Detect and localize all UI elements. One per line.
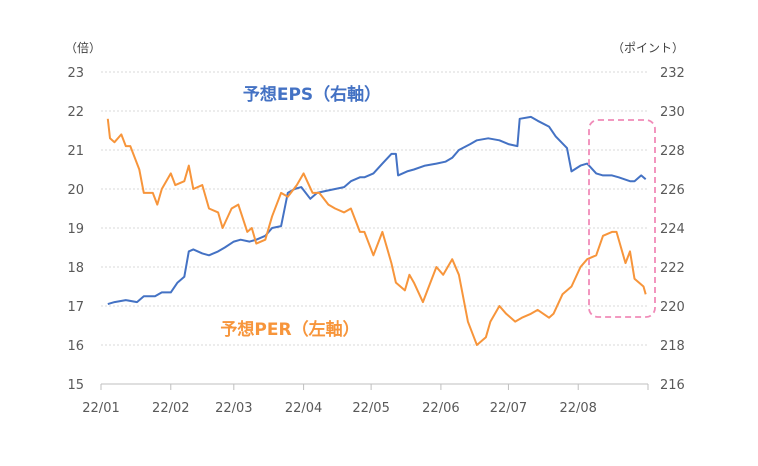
- right-y-tick-label: 230: [660, 105, 685, 120]
- x-tick-label: 22/05: [352, 401, 389, 416]
- left-y-tick-label: 21: [67, 144, 84, 159]
- x-tick-label: 22/02: [152, 401, 189, 416]
- x-tick-label: 22/01: [82, 401, 119, 416]
- left-y-tick-label: 22: [67, 105, 84, 120]
- eps-series-line: [107, 115, 647, 306]
- x-tick-label: 22/08: [559, 401, 596, 416]
- right-y-axis: 216 218 220 222 224 226 228 230 232: [660, 66, 685, 393]
- right-y-tick-label: 218: [660, 339, 685, 354]
- x-tick-label: 22/06: [422, 401, 459, 416]
- right-axis-unit: （ポイント）: [612, 41, 684, 55]
- series-layer: [106, 115, 647, 346]
- left-y-tick-label: 15: [67, 378, 84, 393]
- per-series-label: 予想PER（左軸）: [220, 319, 359, 340]
- right-y-tick-label: 222: [660, 261, 685, 276]
- right-y-tick-label: 224: [660, 222, 685, 237]
- x-tick-label: 22/03: [215, 401, 252, 416]
- left-y-tick-label: 19: [67, 222, 84, 237]
- left-y-tick-label: 16: [67, 339, 84, 354]
- right-y-tick-label: 220: [660, 300, 685, 315]
- left-y-tick-label: 23: [67, 66, 84, 81]
- left-y-tick-label: 18: [67, 261, 84, 276]
- x-tick-label: 22/04: [285, 401, 322, 416]
- highlight-box: [588, 119, 656, 318]
- gridlines: [101, 71, 648, 385]
- left-axis-unit: （倍）: [65, 40, 101, 55]
- x-tick-label: 22/07: [490, 401, 527, 416]
- left-y-tick-label: 17: [67, 300, 84, 315]
- left-y-axis: 15 16 17 18 19 20 21 22 23: [67, 66, 84, 393]
- left-y-tick-label: 20: [67, 183, 84, 198]
- x-axis: 22/01 22/02 22/03 22/04 22/05 22/06 22/07 22/08: [82, 384, 649, 416]
- right-y-tick-label: 228: [660, 144, 685, 159]
- right-y-tick-label: 226: [660, 183, 685, 198]
- right-y-tick-label: 216: [660, 378, 685, 393]
- eps-series-label: 予想EPS（右軸）: [243, 84, 381, 105]
- per-series-line: [106, 118, 647, 346]
- right-y-tick-label: 232: [660, 66, 685, 81]
